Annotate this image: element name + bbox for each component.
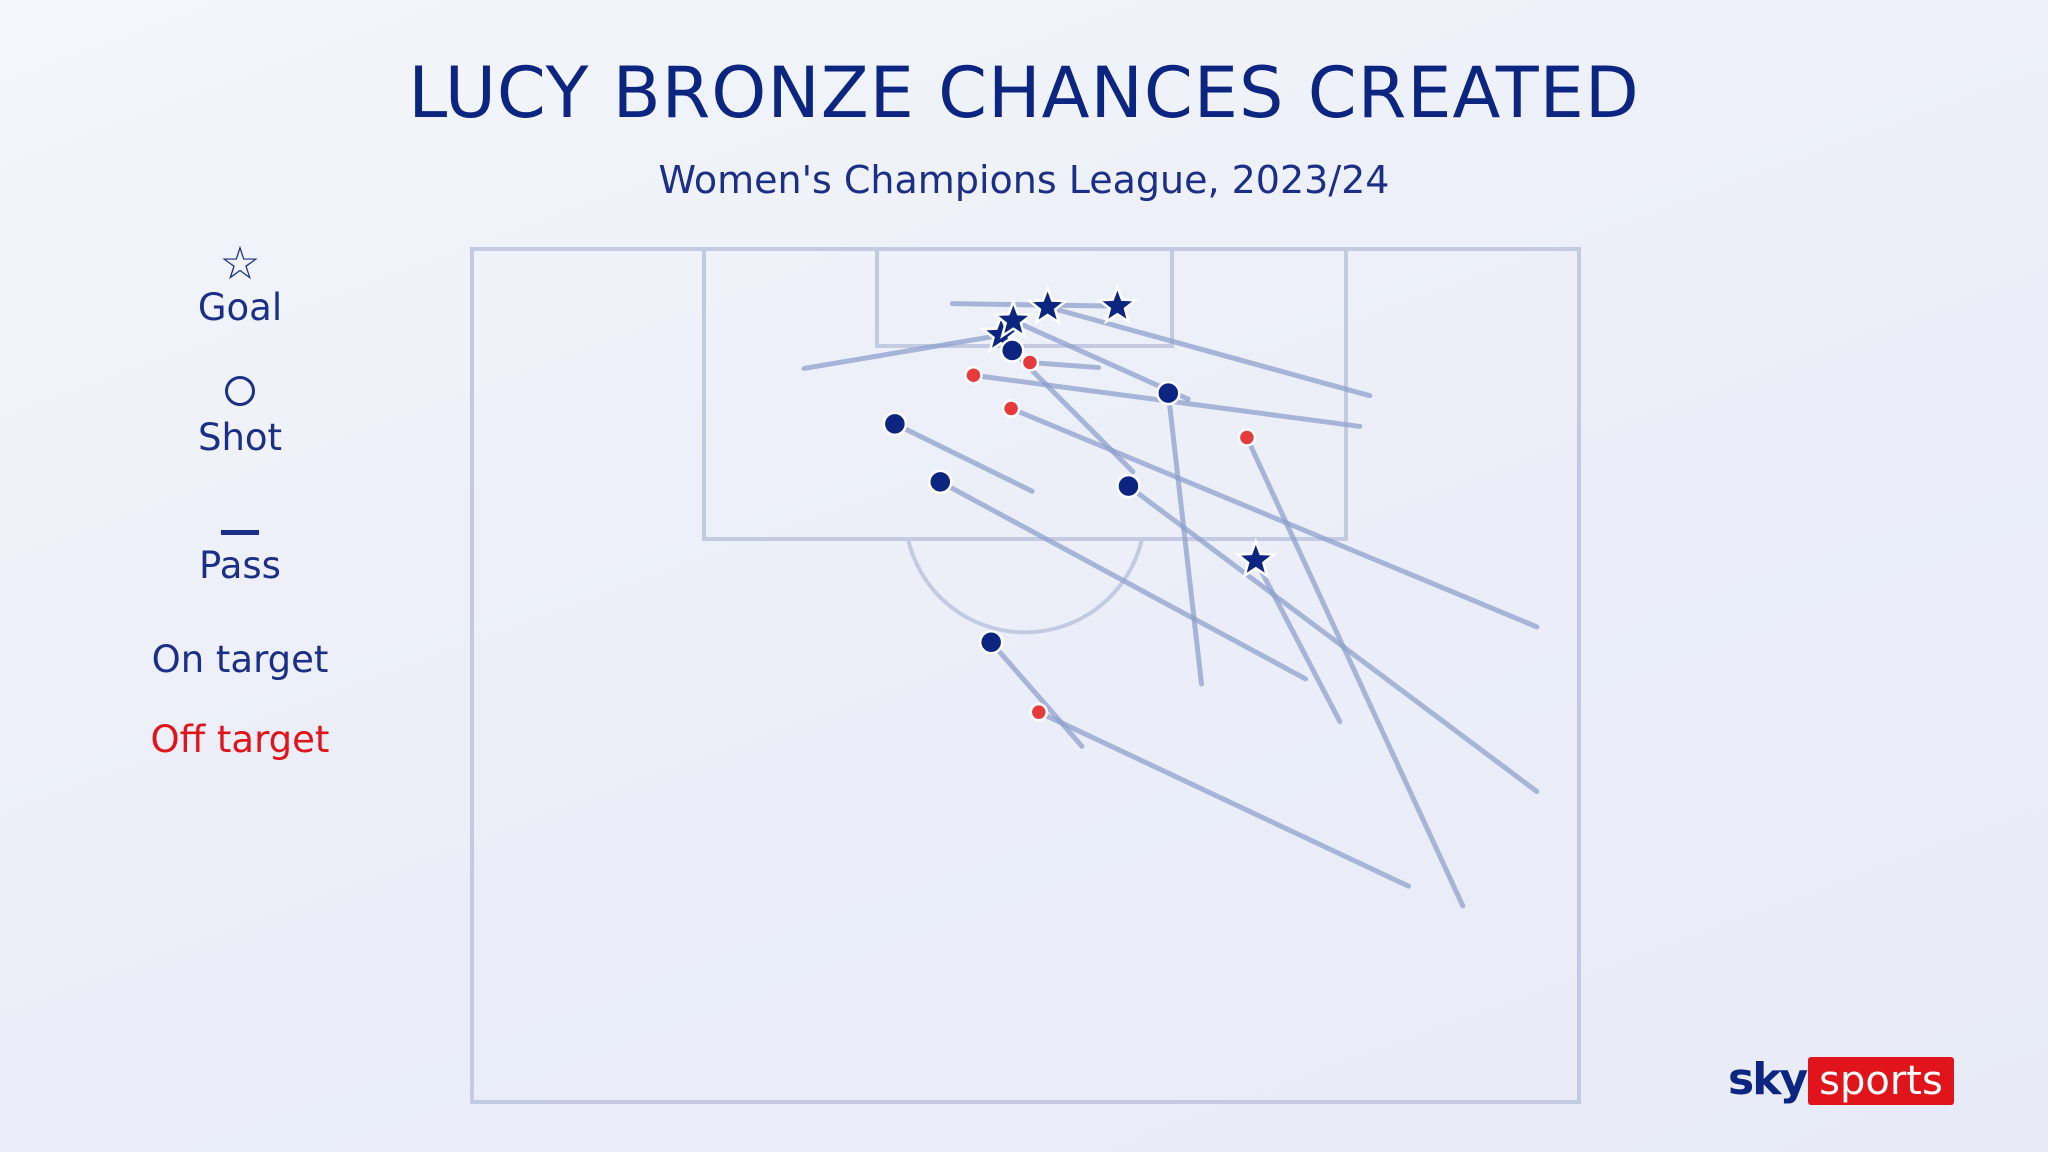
pass-line-6 <box>1165 390 1205 687</box>
shot-on-target-marker-10 <box>978 629 1004 655</box>
goal-marker-4 <box>1234 537 1278 579</box>
legend-on-target: On target <box>0 638 480 681</box>
logo-sky-text: sky <box>1728 1054 1808 1105</box>
legend-pass: Pass <box>0 520 480 587</box>
goal-marker-1 <box>991 298 1035 339</box>
pass-line-10 <box>988 639 1085 749</box>
shot-on-target-marker-7 <box>882 411 908 437</box>
pass-line-8 <box>937 479 1309 682</box>
pass-line-15 <box>1036 709 1412 889</box>
chart-subtitle: Women's Champions League, 2023/24 <box>658 158 1390 202</box>
goal-marker-3 <box>1026 284 1070 326</box>
penalty-area <box>702 247 1348 541</box>
legend-goal: ☆ Goal <box>0 240 480 329</box>
pitch-markings <box>470 247 1581 1104</box>
pass-line-13 <box>1008 406 1540 630</box>
pass-line-9 <box>1125 483 1540 795</box>
pass-line-7 <box>892 421 1035 494</box>
legend-off-target: Off target <box>0 718 480 761</box>
legend-on-target-label: On target <box>151 638 329 681</box>
star-icon: ☆ <box>219 236 261 290</box>
shot-on-target-marker-5 <box>999 338 1025 363</box>
shot-on-target-marker-8 <box>928 469 953 495</box>
shot-on-target-marker-6 <box>1156 380 1181 406</box>
pass-line-14 <box>1244 435 1466 909</box>
penalty-arc <box>906 538 1144 635</box>
chart-title: LUCY BRONZE CHANCES CREATED <box>408 52 1640 134</box>
legend-off-target-label: Off target <box>150 718 330 761</box>
legend-goal-label: Goal <box>197 286 283 329</box>
pass-line-11 <box>1027 359 1102 371</box>
shot-off-target-marker-11 <box>1020 353 1040 372</box>
pitch-outline <box>470 247 1581 1104</box>
pass-lines <box>801 301 1540 909</box>
pass-line-0 <box>801 332 1004 371</box>
shot-off-target-marker-12 <box>964 365 983 385</box>
logo-sports-text: sports <box>1808 1057 1954 1105</box>
legend-pass-label: Pass <box>199 544 281 587</box>
circle-icon <box>225 376 255 406</box>
shot-on-target-marker-9 <box>1116 473 1141 499</box>
shot-off-target-marker-15 <box>1029 702 1049 722</box>
pass-line-3 <box>1045 304 1373 399</box>
pass-line-4 <box>1253 557 1343 725</box>
shot-off-target-marker-14 <box>1237 428 1257 447</box>
chance-markers <box>882 283 1278 722</box>
legend-shot: Shot <box>0 376 480 459</box>
legend-shot-label: Shot <box>197 416 283 459</box>
dash-icon <box>221 530 259 535</box>
six-yard-box <box>875 247 1174 348</box>
goal-marker-2 <box>1095 283 1139 325</box>
shot-off-target-marker-13 <box>1001 399 1021 418</box>
legend: ☆ Goal Shot Pass On target Off target <box>0 0 480 1152</box>
